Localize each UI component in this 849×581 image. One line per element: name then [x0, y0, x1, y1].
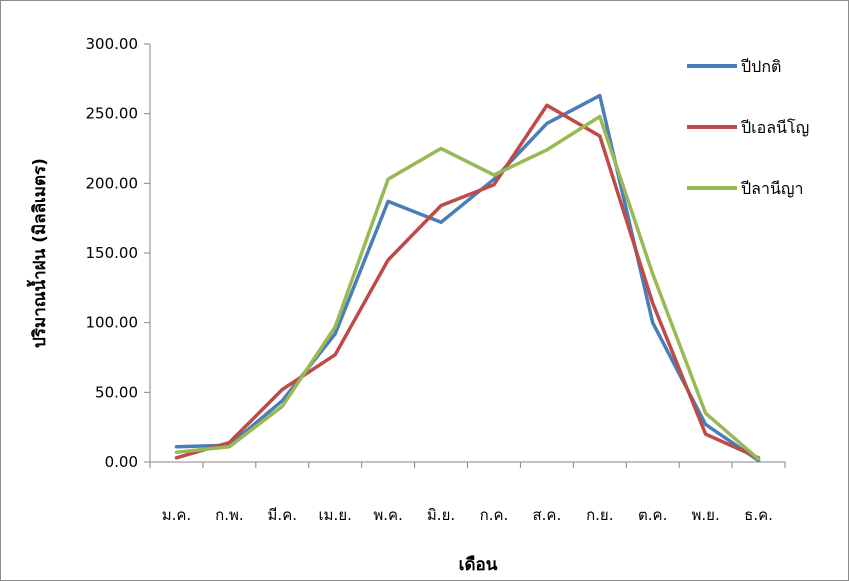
data-point — [704, 411, 708, 415]
data-point — [333, 325, 337, 329]
x-tick-label: ก.ย. — [586, 506, 613, 524]
x-tick-label: ก.ค. — [480, 506, 509, 524]
data-point — [545, 121, 549, 125]
data-point — [598, 94, 602, 98]
data-point — [174, 445, 178, 449]
y-tick-label: 50.00 — [95, 383, 138, 401]
data-point — [598, 114, 602, 118]
y-axis: 0.00 50.00 100.00 150.00 200.00 250.00 300.00 — [86, 35, 151, 471]
data-point — [174, 456, 178, 460]
data-point — [651, 321, 655, 325]
legend-label-1: ปีปกติ — [741, 57, 782, 76]
series-line-1 — [174, 93, 761, 463]
x-tick-label: ม.ค. — [162, 506, 191, 524]
data-point — [333, 353, 337, 357]
x-tick-label: ก.พ. — [215, 506, 244, 524]
y-tick-label: 250.00 — [86, 105, 139, 123]
data-point — [280, 399, 284, 403]
series-line-2 — [174, 103, 761, 460]
data-point — [492, 177, 496, 181]
data-point — [545, 103, 549, 107]
x-axis-title: เดือน — [459, 554, 498, 575]
data-point — [651, 301, 655, 305]
x-tick-label: ต.ค. — [638, 506, 667, 524]
y-tick-label: 200.00 — [86, 174, 139, 192]
x-axis: ม.ค. ก.พ. มี.ค. เม.ย. พ.ค. มิ.ย. ก.ค. ส.ค. ก.ย. ต… — [149, 461, 786, 524]
data-point — [439, 204, 443, 208]
y-tick-label: 100.00 — [86, 314, 139, 332]
data-point — [545, 148, 549, 152]
data-point — [704, 432, 708, 436]
x-tick-label: มิ.ย. — [427, 506, 455, 524]
x-tick-label: ธ.ค. — [744, 506, 773, 524]
data-point — [439, 220, 443, 224]
data-point — [333, 332, 337, 336]
data-point — [227, 445, 231, 449]
data-point — [174, 450, 178, 454]
data-point — [704, 422, 708, 426]
x-tick-label: เม.ย. — [319, 506, 352, 524]
y-tick-label: 300.00 — [86, 35, 139, 53]
data-point — [280, 388, 284, 392]
x-tick-label: พ.ย. — [692, 506, 720, 524]
legend-label-2: ปีเอลนีโญ — [741, 118, 810, 137]
data-point — [651, 272, 655, 276]
data-point — [227, 440, 231, 444]
data-point — [386, 177, 390, 181]
data-point — [439, 147, 443, 150]
x-tick-label: มี.ค. — [268, 506, 297, 524]
data-point — [280, 404, 284, 408]
y-tick-label: 150.00 — [86, 244, 139, 262]
y-axis-title: ปริมาณน้ำฝน (มิลลิเมตร) — [26, 158, 50, 348]
legend: ปีปกติปีเอลนีโญปีลานีญา — [687, 57, 809, 198]
x-tick-label: ส.ค. — [533, 506, 562, 524]
data-point — [757, 457, 761, 461]
series-line-3 — [174, 114, 761, 461]
data-point — [598, 134, 602, 138]
data-point — [386, 258, 390, 262]
data-point — [492, 183, 496, 187]
y-tick-label: 0.00 — [105, 453, 138, 471]
legend-label-3: ปีลานีญา — [741, 179, 804, 198]
x-tick-label: พ.ค. — [373, 506, 402, 524]
series-layer — [174, 93, 761, 463]
data-point — [492, 173, 496, 177]
data-point — [386, 199, 390, 203]
